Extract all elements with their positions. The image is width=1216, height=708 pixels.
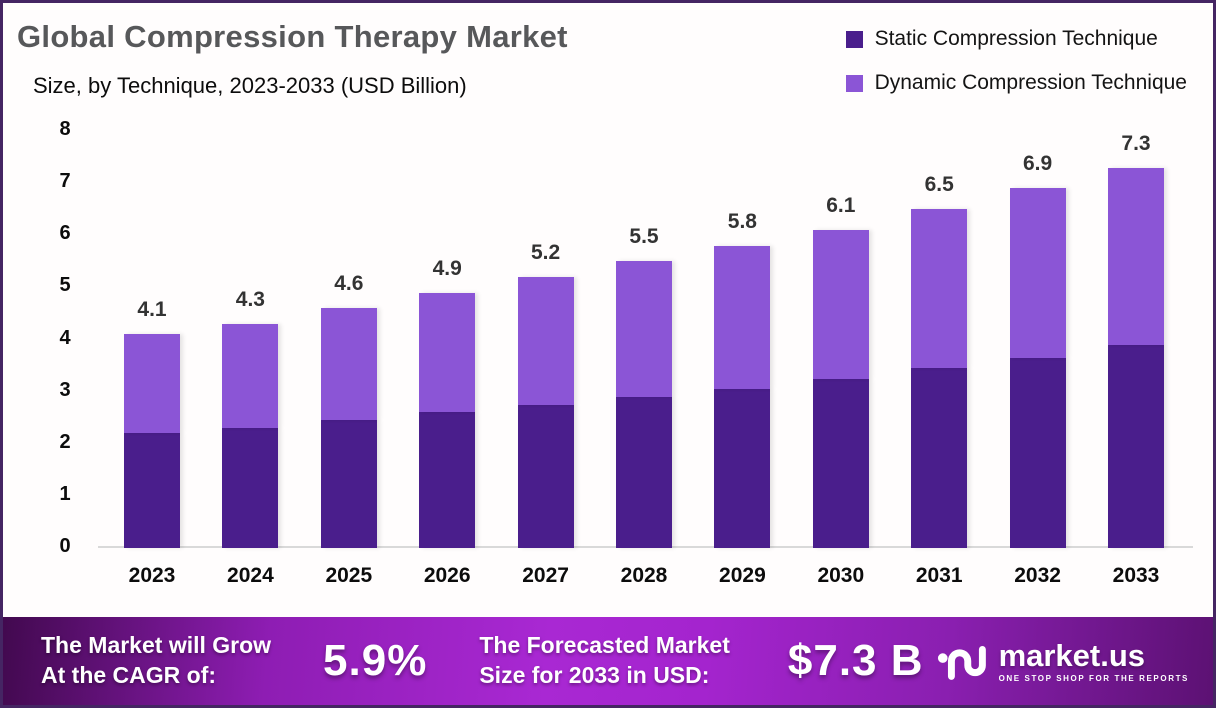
- y-axis-tick-label: 5: [59, 274, 71, 297]
- page-subtitle: Size, by Technique, 2023-2033 (USD Billi…: [33, 73, 467, 98]
- dynamic-segment: [812, 230, 869, 379]
- logo-tagline: ONE STOP SHOP FOR THE REPORTS: [998, 673, 1189, 683]
- y-axis-tick-label: 2: [59, 430, 71, 453]
- x-axis-tick-label: 2029: [719, 564, 766, 587]
- dynamic-segment: [911, 209, 968, 369]
- y-axis-tick-label: 0: [59, 535, 71, 557]
- logo-wordmark: market.us: [998, 637, 1146, 673]
- bar-total-label: 4.6: [334, 272, 364, 296]
- y-axis-tick-label: 6: [59, 222, 71, 245]
- x-axis-tick-label: 2033: [1112, 564, 1160, 587]
- page-title: Global Compression Therapy Market: [17, 19, 568, 54]
- dynamic-segment: [517, 276, 574, 405]
- bar-group-2031: 6.5 2031: [911, 131, 968, 587]
- y-axis-tick-label: 4: [59, 326, 71, 349]
- static-segment: [812, 378, 869, 548]
- bar-group-2023: 4.1 2023: [124, 131, 180, 587]
- static-segment: [222, 428, 279, 548]
- cagr-label-line1: The Market will Grow: [41, 632, 272, 659]
- y-axis-tick-label: 1: [59, 482, 71, 505]
- bar-group-2026: 4.9 2026: [419, 131, 476, 587]
- dynamic-segment: [222, 323, 279, 429]
- x-axis-tick-label: 2028: [620, 564, 668, 587]
- static-segment: [517, 404, 574, 548]
- x-axis-tick-label: 2027: [522, 564, 569, 587]
- static-segment: [714, 389, 771, 548]
- marketus-logo-icon: [937, 646, 986, 680]
- forecast-value: $7.3 B: [787, 636, 924, 685]
- forecast-label-line1: The Forecasted Market: [479, 632, 730, 659]
- static-segment: [1009, 357, 1066, 548]
- x-axis-tick-label: 2030: [817, 564, 865, 587]
- y-axis-tick-label: 8: [59, 118, 71, 140]
- dynamic-segment: [419, 292, 476, 413]
- dynamic-segment: [616, 261, 672, 397]
- x-axis-tick-label: 2026: [423, 564, 471, 587]
- bar-total-label: 4.3: [235, 287, 265, 311]
- x-axis-tick-label: 2025: [325, 564, 373, 587]
- chart-legend: Static Compression Technique Dynamic Com…: [845, 27, 1187, 95]
- dynamic-segment: [320, 308, 377, 421]
- x-axis-tick-label: 2023: [128, 564, 176, 587]
- bar-group-2029: 5.8 2029: [714, 131, 771, 587]
- bar-group-2030: 6.1 2030: [812, 131, 869, 587]
- static-series-swatch: [845, 30, 863, 48]
- y-axis-tick-label: 3: [59, 378, 71, 401]
- bar-group-2033: 7.3 2033: [1108, 131, 1164, 587]
- bar-total-label: 6.1: [826, 194, 856, 218]
- footer-banner: The Market will Grow At the CAGR of: 5.9…: [3, 617, 1213, 705]
- forecast-label: The Forecasted Market Size for 2033 in U…: [479, 631, 730, 691]
- bar-total-label: 6.9: [1022, 152, 1053, 176]
- bar-total-label: 5.5: [629, 225, 659, 249]
- x-axis-tick-label: 2024: [227, 564, 274, 587]
- bar-total-label: 5.2: [530, 240, 561, 264]
- y-axis-tick-label: 7: [59, 170, 71, 193]
- cagr-label-line2: At the CAGR of:: [41, 662, 217, 688]
- bar-total-label: 4.9: [432, 256, 462, 280]
- bar-total-label: 7.3: [1121, 131, 1151, 155]
- dynamic-segment: [714, 245, 771, 390]
- x-axis-tick-label: 2031: [915, 564, 963, 587]
- dynamic-series-swatch: [845, 74, 863, 92]
- bar-total-label: 6.5: [924, 173, 954, 197]
- legend-item-dynamic: Dynamic Compression Technique: [845, 71, 1187, 95]
- plot-area: 0 1 2 3 4 5 6 7 8 4.1 2023 4.3 2024 4.6 2025 4.9 2026 5.2…: [59, 118, 1193, 587]
- static-segment: [911, 368, 968, 548]
- cagr-value: 5.9%: [323, 636, 428, 685]
- static-segment: [124, 433, 180, 548]
- cagr-label: The Market will Grow At the CAGR of:: [41, 631, 271, 691]
- dynamic-segment: [124, 334, 180, 434]
- bar-group-2032: 6.9 2032: [1009, 131, 1066, 587]
- bar-total-label: 5.8: [727, 209, 757, 233]
- x-axis-tick-label: 2032: [1014, 564, 1061, 587]
- bar-group-2025: 4.6 2025: [320, 131, 377, 587]
- legend-item-static: Static Compression Technique: [845, 27, 1187, 51]
- bar-group-2028: 5.5 2028: [616, 131, 672, 587]
- static-segment: [616, 396, 672, 548]
- bar-group-2024: 4.3 2024: [222, 131, 279, 587]
- bar-total-label: 4.1: [137, 298, 167, 322]
- legend-item-label: Static Compression Technique: [874, 27, 1158, 50]
- forecast-label-line2: Size for 2033 in USD:: [479, 662, 710, 688]
- dynamic-segment: [1108, 167, 1164, 345]
- static-segment: [419, 412, 476, 548]
- marketus-logo: market.us ONE STOP SHOP FOR THE REPORTS: [937, 638, 1189, 684]
- logo-text-block: market.us ONE STOP SHOP FOR THE REPORTS: [999, 640, 1189, 683]
- legend-item-label: Dynamic Compression Technique: [874, 71, 1187, 94]
- static-segment: [1108, 344, 1164, 548]
- bar-group-2027: 5.2 2027: [517, 131, 574, 587]
- static-segment: [320, 420, 377, 548]
- dynamic-segment: [1009, 188, 1066, 358]
